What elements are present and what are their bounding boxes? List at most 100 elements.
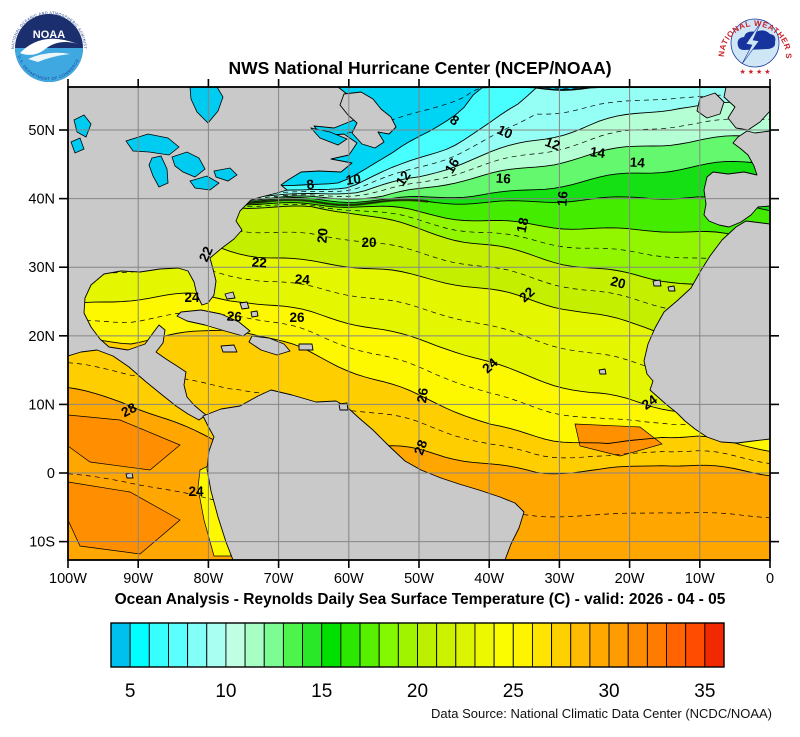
land-south-america xyxy=(202,389,525,560)
colorbar-segment xyxy=(436,622,457,668)
colorbar-tick-label: 10 xyxy=(215,681,236,702)
colorbar-tick-label: 15 xyxy=(311,681,332,702)
colorbar-segment xyxy=(704,622,725,668)
land-cape-verde xyxy=(598,368,607,375)
colorbar-tick-label: 20 xyxy=(407,681,428,702)
x-axis-label: 70W xyxy=(264,571,294,587)
y-axis-label: 30N xyxy=(28,260,55,276)
lake-manitoba xyxy=(70,137,85,154)
contour-label: 10 xyxy=(495,122,515,142)
contour-label: 24 xyxy=(188,484,204,499)
x-axis-label: 90W xyxy=(123,571,153,587)
contour-label: 26 xyxy=(414,386,431,403)
x-axis-label: 30W xyxy=(544,571,574,587)
nws-stars: ★ ★ ★ ★ xyxy=(740,68,771,76)
contour-label: 16 xyxy=(495,171,512,187)
colorbar-segment xyxy=(570,622,591,668)
lake-michigan xyxy=(148,155,169,188)
warm-patch xyxy=(68,481,181,555)
land-north-america xyxy=(68,87,362,421)
contour-label: 20 xyxy=(361,235,376,250)
contour-label: 24 xyxy=(294,272,311,288)
colorbar-segment xyxy=(263,622,284,668)
james-bay xyxy=(189,87,224,124)
colorbar-border xyxy=(110,622,725,668)
y-axis-label: 20N xyxy=(28,329,55,345)
colorbar-segment xyxy=(148,622,169,668)
lake-ontario xyxy=(213,167,238,182)
colorbar-segment xyxy=(627,622,648,668)
colorbar-segment xyxy=(455,622,476,668)
colorbar-segment xyxy=(512,622,533,668)
nws-lightning-icon xyxy=(741,21,762,65)
land-puerto-rico xyxy=(298,343,314,351)
colorbar-segment xyxy=(282,622,304,668)
contour-label: 20 xyxy=(609,274,627,292)
colorbar-segment xyxy=(589,622,610,668)
land-bahamas xyxy=(239,301,250,310)
contour-label: 18 xyxy=(514,216,532,234)
land-galapagos xyxy=(125,472,134,479)
colorbar-segment xyxy=(110,622,131,668)
colorbar-segment xyxy=(685,622,706,668)
land-canary-islands xyxy=(652,279,662,287)
noaa-bird-icon xyxy=(20,38,78,55)
colorbar-segment xyxy=(666,622,687,668)
sst-band xyxy=(68,87,770,197)
colorbar-segment xyxy=(474,622,495,668)
contour-label: 14 xyxy=(589,144,606,161)
x-axis-label: 20W xyxy=(615,571,645,587)
nws-logo: NATIONAL WEATHER SERVICE ★ ★ ★ ★ xyxy=(716,4,793,81)
warm-patch xyxy=(68,414,181,471)
noaa-bird-icon xyxy=(28,52,70,62)
nws-cloud-icon xyxy=(737,30,776,50)
contour-label: 14 xyxy=(629,155,646,171)
contour-label: 12 xyxy=(393,168,414,189)
map-caption: Ocean Analysis - Reynolds Daily Sea Surf… xyxy=(114,591,726,608)
colorbar-tick-label: 30 xyxy=(598,681,619,702)
x-axis-label: 100W xyxy=(49,571,87,587)
colorbar-segment xyxy=(187,622,208,668)
land-newfoundland xyxy=(339,91,397,149)
contour-label: 22 xyxy=(251,255,267,271)
contour-label: 12 xyxy=(543,134,562,153)
land-jamaica xyxy=(220,344,238,353)
contour-label: 22 xyxy=(196,244,216,264)
colorbar-segment xyxy=(129,622,150,668)
sst-band xyxy=(68,196,770,242)
noaa-logo: NOAA NATIONAL OCEANIC AND ATMOSPHERIC AD… xyxy=(8,6,87,82)
contour-label: 22 xyxy=(516,284,537,305)
x-axis-label: 80W xyxy=(193,571,223,587)
contour-label: 26 xyxy=(226,309,243,325)
colorbar-segment xyxy=(359,622,380,668)
x-axis-label: 50W xyxy=(404,571,434,587)
sst-band xyxy=(68,102,770,201)
contour-label: 8 xyxy=(306,177,316,193)
data-source-text: Data Source: National Climatic Data Cent… xyxy=(431,706,772,721)
colorbar-segment xyxy=(417,622,438,668)
colorbar-segment xyxy=(321,622,342,668)
x-axis-label: 60W xyxy=(334,571,364,587)
colorbar-tick-label: 35 xyxy=(694,681,715,702)
contour-label: 20 xyxy=(314,227,330,243)
colorbar-tick-label: 5 xyxy=(125,681,136,702)
land-bahamas xyxy=(224,291,236,300)
page-title: NWS National Hurricane Center (NCEP/NOAA… xyxy=(228,58,612,78)
contour-label: 10 xyxy=(345,171,362,188)
y-axis-label: 10N xyxy=(28,397,55,413)
colorbar-tick-label: 25 xyxy=(503,681,524,702)
land-ireland xyxy=(696,92,725,119)
colorbar-segment xyxy=(608,622,629,668)
colorbar-segment xyxy=(302,622,323,668)
contour-label: 16 xyxy=(442,155,463,176)
noaa-logo-label: NOAA xyxy=(33,29,65,41)
colorbar-segment xyxy=(646,622,667,668)
y-axis-label: 10S xyxy=(29,535,55,551)
land-canary-islands xyxy=(667,285,676,292)
land-africa xyxy=(643,220,770,444)
land-bahamas xyxy=(250,310,259,318)
contour-label: 28 xyxy=(119,400,140,421)
colorbar-segment xyxy=(225,622,246,668)
x-axis-label: 10W xyxy=(685,571,715,587)
y-axis-label: 50N xyxy=(28,123,55,139)
